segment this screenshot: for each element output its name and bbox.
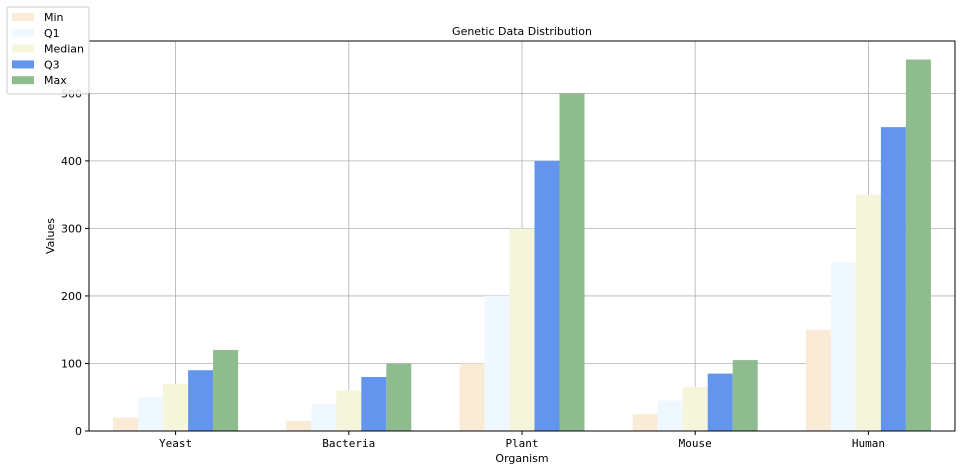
legend-label-q3: Q3 (44, 58, 60, 71)
bar-min-mouse (632, 414, 658, 431)
legend-label-q1: Q1 (44, 27, 60, 40)
bar-max-mouse (732, 360, 758, 431)
bar-median-mouse (682, 387, 708, 431)
bar-q1-human (830, 262, 856, 431)
legend-label-median: Median (44, 43, 84, 56)
legend-swatch-max (12, 76, 34, 85)
bars-layer (113, 59, 931, 432)
bar-max-human (905, 59, 931, 431)
bar-min-human (805, 329, 831, 431)
bar-median-yeast (163, 383, 189, 431)
x-axis-label: Organism (495, 452, 548, 465)
legend: Min Q1 Median Q3 Max (6, 6, 90, 95)
x-tick-label: Human (852, 437, 885, 450)
x-tick-label: Yeast (159, 437, 192, 450)
bar-q1-mouse (657, 400, 683, 431)
chart-title: Genetic Data Distribution (452, 25, 592, 38)
bar-q3-mouse (707, 373, 733, 431)
legend-frame (6, 6, 90, 95)
y-tick-label: 200 (61, 290, 82, 303)
bar-max-yeast (213, 349, 239, 431)
bar-min-bacteria (286, 420, 312, 431)
bar-q1-yeast (138, 397, 164, 431)
legend-swatch-q3 (12, 60, 34, 69)
x-tick-label: Plant (505, 437, 538, 450)
x-tick-label: Bacteria (322, 437, 375, 450)
bar-q3-plant (534, 160, 560, 432)
bar-q3-yeast (188, 370, 214, 431)
y-tick-label: 0 (75, 425, 82, 438)
bar-min-plant (459, 363, 485, 431)
bar-q1-plant (484, 295, 510, 431)
bar-max-plant (559, 93, 585, 432)
bar-min-yeast (113, 417, 139, 431)
bar-median-human (855, 194, 881, 431)
y-axis-label: Values (44, 218, 57, 254)
legend-swatch-min (12, 13, 34, 21)
bar-q1-bacteria (311, 403, 337, 431)
bar-median-plant (509, 228, 535, 431)
bar-max-bacteria (386, 363, 412, 431)
legend-swatch-q1 (12, 28, 34, 37)
y-tick-label: 400 (61, 155, 82, 168)
bar-median-bacteria (336, 390, 362, 431)
y-tick-label: 100 (61, 357, 82, 370)
bar-q3-bacteria (361, 376, 387, 431)
legend-swatch-median (12, 44, 34, 53)
legend-label-max: Max (44, 74, 67, 87)
legend-label-min: Min (44, 11, 64, 24)
x-tick-label: Mouse (679, 437, 712, 450)
y-tick-label: 300 (61, 222, 82, 235)
bar-q3-human (880, 127, 906, 432)
